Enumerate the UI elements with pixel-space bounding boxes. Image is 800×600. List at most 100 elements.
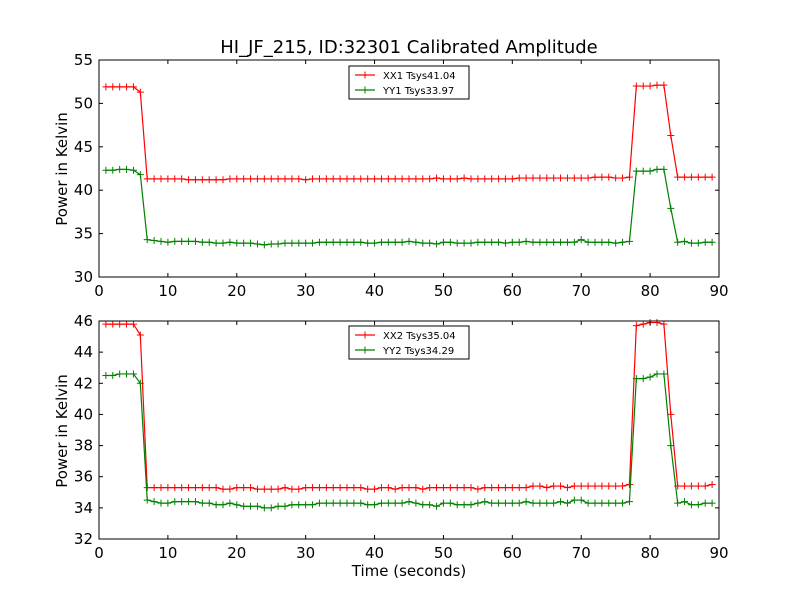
data-point [419,175,427,183]
data-point [612,499,620,507]
data-point [116,83,124,91]
data-point [391,238,399,246]
data-point [563,499,571,507]
top-chart: HI_JF_215, ID:32301 Calibrated Amplitude… [53,37,729,300]
data-point [364,239,372,247]
data-point [377,238,385,246]
data-point [501,175,509,183]
data-point [391,485,399,493]
data-point [343,499,351,507]
data-point [439,499,447,507]
data-point [116,370,124,378]
data-point [639,375,647,383]
data-point [605,238,613,246]
data-point [109,320,117,328]
data-point [123,370,131,378]
data-point [109,372,117,379]
data-point [350,238,358,246]
y-tick-label: 30 [74,268,93,286]
data-point [123,165,131,173]
y-axis-label: Power in Kelvin [53,374,71,488]
data-point [274,240,282,248]
data-point [178,175,186,183]
data-point [563,174,571,182]
data-point [515,499,523,507]
data-point [191,176,199,184]
data-point [625,237,633,245]
data-point [171,484,179,492]
data-point [398,484,406,492]
data-point [288,175,296,183]
data-point [260,504,268,512]
data-point [302,484,310,492]
data-point [260,175,268,183]
data-point [178,498,186,506]
data-point [253,502,261,510]
data-point [267,175,275,183]
data-point [253,240,261,248]
data-point [377,484,385,492]
data-point [460,484,468,492]
x-tick-label: 0 [94,282,104,300]
x-tick-label: 70 [572,282,591,300]
data-point [315,484,323,492]
data-point [660,81,668,89]
plot-frame [98,320,720,540]
y-tick-label: 46 [74,312,93,330]
x-tick-label: 30 [296,544,315,562]
data-point [536,482,544,490]
data-point [660,165,668,173]
data-point [481,175,489,183]
data-point [433,502,441,510]
data-point [584,174,592,182]
data-point [522,237,530,245]
data-point [467,175,475,183]
data-point [357,484,365,492]
data-point [508,484,516,492]
data-point [157,237,165,245]
data-point [681,237,689,245]
data-point [212,239,220,247]
data-point [205,499,213,507]
data-point [625,173,633,181]
data-point [632,322,640,330]
data-point [150,484,158,492]
series-1 [102,81,716,184]
data-point [295,175,303,183]
data-point [295,501,303,509]
data-point [164,238,172,246]
data-point [708,238,716,246]
data-point [625,498,633,506]
data-point [653,81,661,89]
data-point [412,238,420,246]
data-point [577,482,585,490]
data-point [674,173,682,181]
data-point [667,410,675,418]
data-point [205,176,213,184]
data-point [550,238,558,246]
data-point [157,484,165,492]
data-point [563,238,571,246]
data-point [557,174,565,182]
data-point [198,176,206,184]
data-point [281,175,289,183]
data-point [639,167,647,175]
data-point [508,238,516,246]
data-point [219,176,227,184]
data-point [191,237,199,245]
data-point [529,174,537,182]
data-point [398,238,406,246]
data-point [253,485,261,493]
legend-label: XX1 Tsys41.04 [383,71,456,82]
bottom-chart: Power in Kelvin Time (seconds) 0 10 20 30 40… [53,312,729,580]
data-point [598,499,606,507]
data-point [639,82,647,90]
data-point [164,484,172,492]
data-point [508,175,516,183]
data-point [343,175,351,183]
data-point [488,484,496,492]
data-point [570,482,578,490]
data-point [474,499,482,507]
data-point [577,496,585,504]
